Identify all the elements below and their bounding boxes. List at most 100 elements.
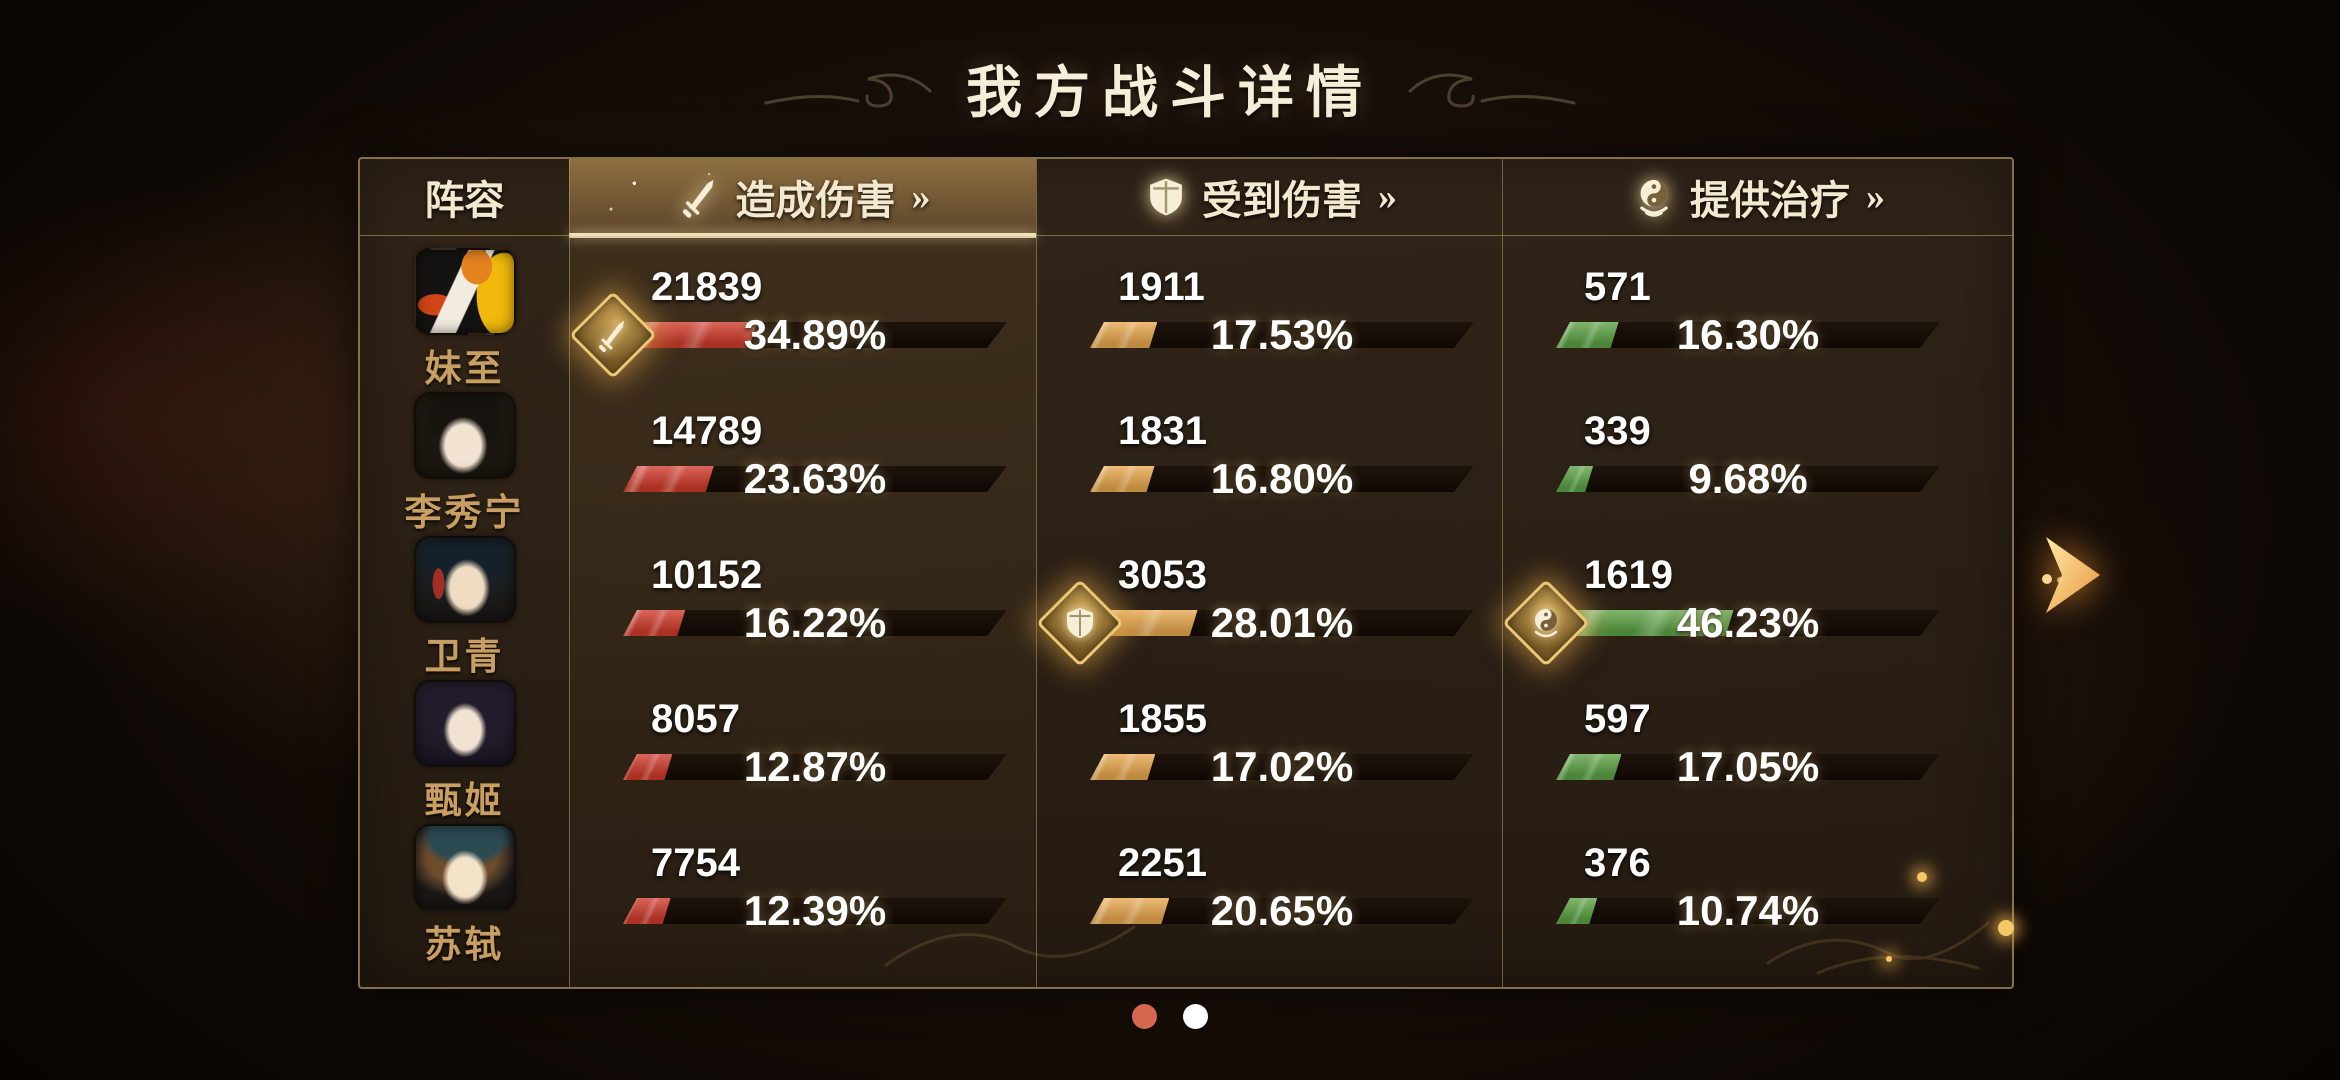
pagination (0, 1004, 2340, 1029)
stat-bar: 16.80% (1090, 455, 1474, 502)
stat-bar-track (1090, 466, 1474, 492)
sword-icon (678, 175, 722, 219)
expand-indicator: » (1378, 176, 1397, 218)
tab-healing[interactable]: 提供治疗 » (1502, 159, 2012, 235)
stat-bar-track (623, 466, 1007, 492)
page-dot-1[interactable] (1132, 1004, 1157, 1029)
sparkle (1886, 956, 1892, 962)
stat-cell-damage_taken: 1855 17.02% (1036, 680, 1502, 824)
stat-value: 8057 (651, 697, 740, 741)
stat-cell-damage_taken: 1831 16.80% (1036, 392, 1502, 536)
title-bar: 我方战斗详情 (0, 48, 2340, 129)
lineup-cell: 甄姬 (360, 680, 569, 824)
stat-percent: 9.68% (1688, 455, 1808, 502)
stat-value: 571 (1584, 265, 1651, 309)
top-healing-badge (1502, 579, 1590, 667)
top-damage_taken-badge (1036, 579, 1124, 667)
column-divider (1502, 159, 1503, 987)
character-portrait[interactable] (413, 392, 516, 479)
stat-bar-fill (623, 466, 714, 492)
stat-bar: 17.02% (1090, 743, 1474, 790)
stat-cell-healing: 1619 46.23% (1502, 536, 2012, 680)
stat-percent: 16.22% (743, 599, 887, 646)
character-portrait[interactable] (413, 824, 516, 911)
tab-label: 受到伤害 (1202, 178, 1362, 223)
shield-icon (1062, 605, 1098, 641)
stat-percent: 17.53% (1210, 311, 1354, 358)
stat-cell-damage_dealt: 10152 16.22% (569, 536, 1036, 680)
stat-percent: 16.80% (1210, 455, 1354, 502)
stat-value: 1619 (1584, 553, 1673, 597)
stat-bar: 28.01% (1036, 579, 1474, 667)
stat-bar-track (1090, 898, 1474, 924)
stat-value: 1855 (1118, 697, 1207, 741)
column-divider (1036, 159, 1037, 987)
stat-value: 2251 (1118, 841, 1207, 885)
stat-value: 376 (1584, 841, 1651, 885)
sword-icon (595, 317, 631, 353)
stat-percent: 34.89% (743, 311, 887, 358)
stat-bar: 34.89% (569, 291, 1007, 379)
lineup-cell: 卫青 (360, 536, 569, 680)
tab-damage-dealt[interactable]: 造成伤害 » (569, 159, 1036, 238)
stat-bar: 17.05% (1556, 743, 1940, 790)
stat-value: 1831 (1118, 409, 1207, 453)
stat-percent: 46.23% (1676, 599, 1820, 646)
stat-bar: 9.68% (1556, 455, 1940, 502)
stat-percent: 28.01% (1210, 599, 1354, 646)
next-page-arrow-button[interactable] (2038, 533, 2108, 619)
stat-cell-healing: 339 9.68% (1502, 392, 2012, 536)
column-headers: 阵容 造成伤害 » 受到伤害 » (360, 159, 2012, 238)
stat-percent: 17.05% (1676, 743, 1820, 790)
stat-cell-healing: 571 16.30% (1502, 248, 2012, 392)
character-portrait[interactable] (413, 536, 516, 623)
stat-value: 21839 (651, 265, 763, 309)
stat-value: 597 (1584, 697, 1651, 741)
arrow-glyph (2046, 537, 2100, 613)
lineup-cell: 李秀宁 (360, 392, 569, 536)
stat-value: 1911 (1118, 265, 1205, 309)
stats-panel: 阵容 造成伤害 » 受到伤害 » (358, 157, 2014, 989)
stat-cell-healing: 376 10.74% (1502, 824, 2012, 968)
stat-bar-fill (1090, 898, 1169, 924)
character-name: 李秀宁 (404, 493, 525, 534)
stat-bar-track (1556, 610, 1940, 636)
stat-value: 10152 (651, 553, 763, 597)
stat-value: 7754 (651, 841, 740, 885)
lineup-header-label: 阵容 (424, 178, 505, 223)
stat-bar: 20.65% (1090, 887, 1474, 934)
stat-bar: 17.53% (1090, 311, 1474, 358)
stat-percent: 17.02% (1210, 743, 1354, 790)
stat-bar-track (623, 610, 1007, 636)
stat-value: 339 (1584, 409, 1651, 453)
stat-cell-damage_taken: 1911 17.53% (1036, 248, 1502, 392)
character-portrait[interactable] (413, 248, 516, 335)
shield-icon (1144, 175, 1188, 219)
stat-bar: 23.63% (623, 455, 1007, 502)
stat-percent: 12.87% (743, 743, 887, 790)
character-name: 卫青 (424, 637, 505, 678)
stat-bar: 16.30% (1556, 311, 1940, 358)
stat-bar: 46.23% (1502, 579, 1940, 667)
stat-cell-damage_taken: 3053 28.01% (1036, 536, 1502, 680)
page-dot-2[interactable] (1183, 1004, 1208, 1029)
character-portrait[interactable] (413, 680, 516, 767)
tab-damage-taken[interactable]: 受到伤害 » (1036, 159, 1502, 235)
panel-body: 妹至 21839 34.89% 1911 17.53% 571 16.30% 李秀宁 14789… (360, 236, 2012, 987)
character-name: 妹至 (424, 349, 505, 390)
tab-label: 造成伤害 (735, 178, 896, 223)
character-name: 苏轼 (424, 925, 505, 966)
cloud-swirl-right (1408, 73, 1576, 108)
stat-bar: 12.87% (623, 743, 1007, 790)
stat-percent: 10.74% (1676, 887, 1820, 934)
stat-bar: 10.74% (1556, 887, 1940, 934)
lineup-header: 阵容 (360, 159, 569, 235)
expand-indicator: » (911, 176, 931, 218)
lineup-cell: 妹至 (360, 248, 569, 392)
stat-cell-damage_dealt: 21839 34.89% (569, 248, 1036, 392)
stat-cell-damage_dealt: 14789 23.63% (569, 392, 1036, 536)
stat-bar-track (1090, 322, 1474, 348)
sparkle (1998, 920, 2014, 936)
stat-percent: 20.65% (1210, 887, 1354, 934)
page-title: 我方战斗详情 (966, 63, 1374, 125)
